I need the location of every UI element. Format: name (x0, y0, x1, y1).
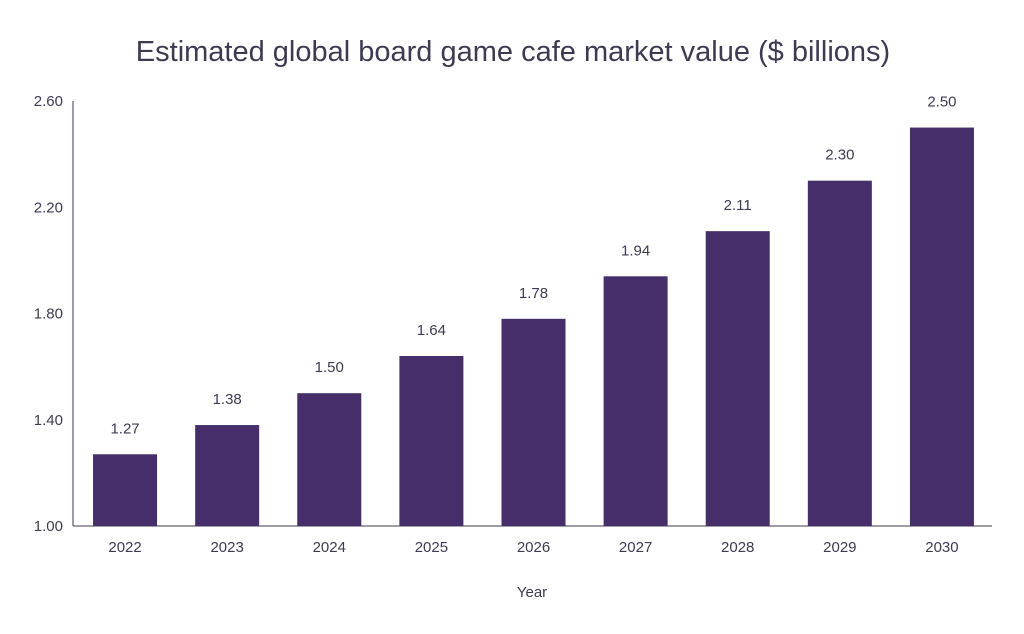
y-tick-label: 2.60 (34, 93, 63, 110)
x-tick-label: 2027 (619, 539, 652, 556)
x-tick-label: 2024 (313, 539, 346, 556)
x-tick-label: 2030 (925, 539, 958, 556)
bar (705, 231, 770, 526)
y-axis-ticks: 1.00 1.40 1.80 2.20 2.60 (34, 93, 63, 535)
bar-value-label: 1.38 (213, 391, 242, 408)
bar-value-label: 1.78 (519, 285, 548, 302)
bar (195, 425, 260, 526)
bar-series (93, 127, 974, 526)
x-axis-ticks: 2022 2023 2024 2025 2026 2027 2028 2029 2030 (108, 539, 958, 556)
x-tick-label: 2029 (823, 539, 856, 556)
data-labels: 1.27 1.38 1.50 1.64 1.78 1.94 2.11 2.30 2.50 (110, 94, 956, 438)
x-tick-label: 2023 (210, 539, 243, 556)
bar-value-label: 2.30 (825, 147, 854, 164)
bar (93, 454, 158, 526)
bar (501, 318, 566, 526)
x-tick-label: 2025 (415, 539, 448, 556)
bar (909, 127, 974, 526)
bar (603, 276, 668, 526)
x-axis-title: Year (517, 584, 547, 601)
bar-value-label: 2.11 (724, 197, 752, 214)
bar-value-label: 1.64 (417, 322, 446, 339)
x-tick-label: 2028 (721, 539, 754, 556)
bar-value-label: 1.27 (110, 420, 139, 437)
x-tick-label: 2022 (108, 539, 141, 556)
bar-value-label: 2.50 (927, 94, 956, 111)
bar-value-label: 1.94 (621, 242, 650, 259)
bar (807, 180, 872, 526)
y-tick-label: 1.80 (34, 306, 63, 323)
y-tick-label: 1.40 (34, 412, 63, 429)
y-tick-label: 2.20 (34, 199, 63, 216)
chart-title: Estimated global board game cafe market … (136, 36, 890, 68)
bar-value-label: 1.50 (315, 359, 344, 376)
bar (399, 356, 464, 526)
bar (297, 393, 362, 526)
y-tick-label: 1.00 (34, 518, 63, 535)
x-tick-label: 2026 (517, 539, 550, 556)
